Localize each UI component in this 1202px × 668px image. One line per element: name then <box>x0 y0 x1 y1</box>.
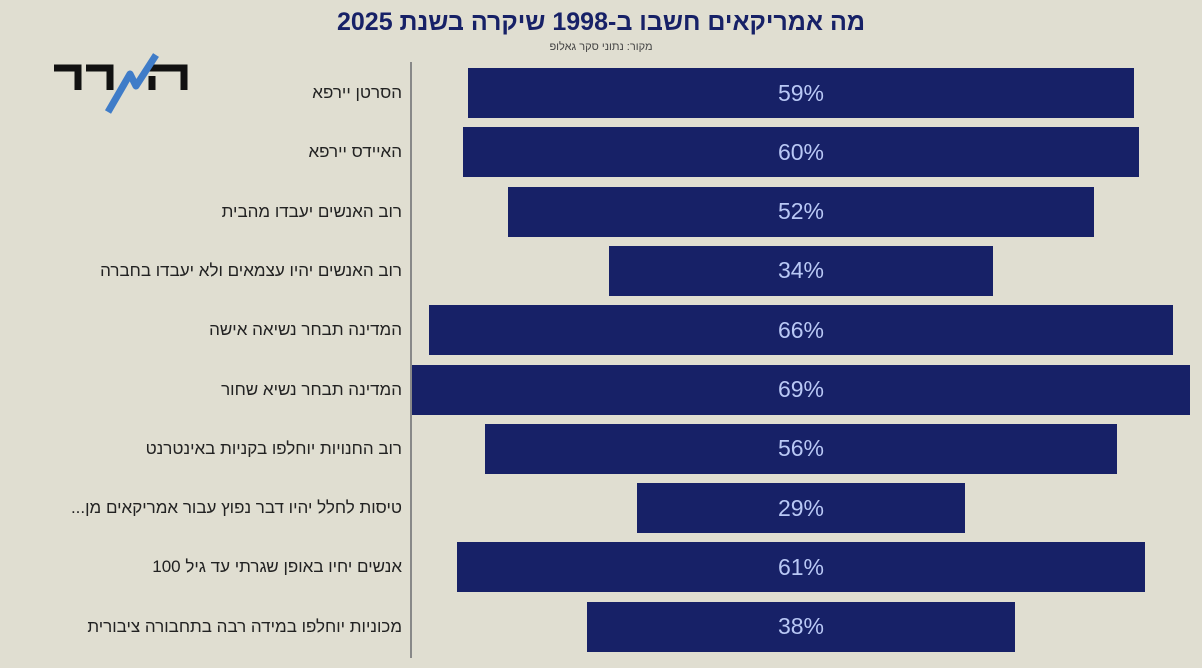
bar: 29% <box>637 483 965 534</box>
data-label: 34% <box>777 257 825 284</box>
category-label: המדינה תבחר נשיאה אישה <box>209 320 402 340</box>
category-label: מכוניות יוחלפו במידה רבה בתחבורה ציבורית <box>87 616 402 636</box>
bar: 61% <box>456 542 1146 593</box>
bar: 34% <box>609 245 993 296</box>
category-label: הסרטן יירפא <box>312 83 402 102</box>
category-label: רוב האנשים יהיו עצמאים ולא יעבדו בחברה <box>100 260 402 280</box>
category-axis-line <box>410 62 412 658</box>
bar: 52% <box>507 186 1095 237</box>
bar: 66% <box>428 305 1174 356</box>
bar: 38% <box>586 601 1016 652</box>
data-label: 69% <box>777 376 824 402</box>
bar: 59% <box>468 68 1134 118</box>
chart-title: מה אמריקאים חשבו ב-1998 שיקרה בשנת 2025 <box>336 8 865 36</box>
category-label: רוב האנשים יעבדו מהבית <box>221 201 402 221</box>
data-label: 38% <box>777 613 824 640</box>
category-label: רוב החנויות יוחלפו בקניות באינטרנט <box>145 438 402 458</box>
bar: 69% <box>411 364 1191 415</box>
data-label: 29% <box>777 494 825 521</box>
category-label: אנשים יחיו באופן שגרתי עד גיל 100 <box>152 557 402 577</box>
bar: 56% <box>485 423 1117 474</box>
chart-source: מקור: נתוני סקר גאלופ <box>549 41 653 53</box>
data-label: 60% <box>777 138 825 165</box>
data-label: 59% <box>777 79 825 106</box>
hamadad-logo <box>50 50 190 125</box>
category-label: האיידס יירפא <box>308 142 402 162</box>
category-label: המדינה תבחר נשיא שחור <box>221 379 402 399</box>
bar: 60% <box>462 127 1140 178</box>
data-label: 56% <box>777 435 825 462</box>
data-label: 52% <box>777 198 825 225</box>
category-label: טיסות לחלל יהיו דבר נפוץ עבור אמריקאים מ… <box>70 498 402 518</box>
data-label: 66% <box>777 316 824 343</box>
data-label: 61% <box>777 553 825 580</box>
